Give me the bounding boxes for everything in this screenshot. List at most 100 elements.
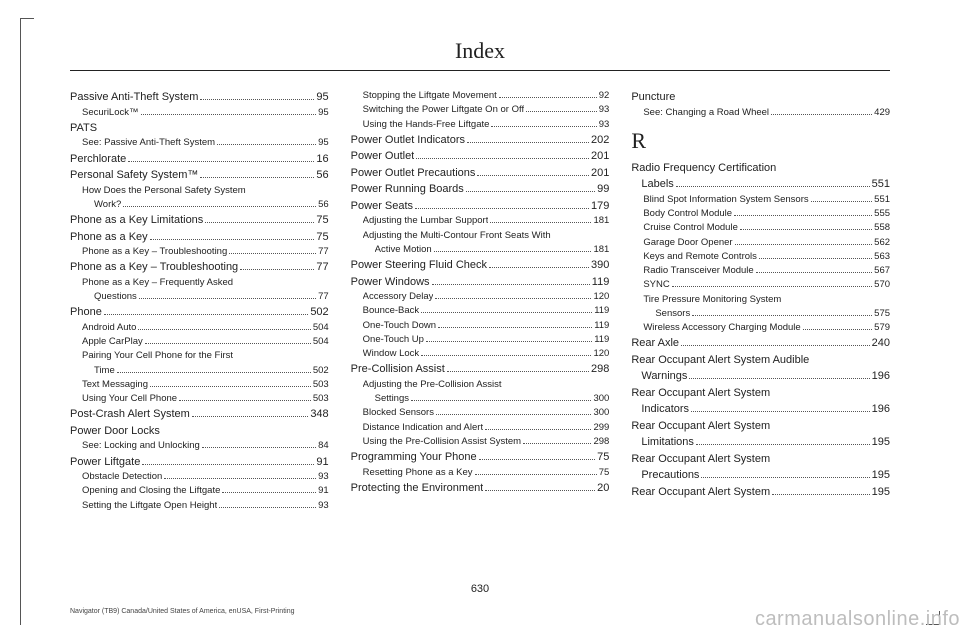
index-entry: Android Auto504: [70, 321, 329, 335]
index-entry: Bounce-Back119: [351, 304, 610, 318]
index-columns: Passive Anti-Theft System95SecuriLock™95…: [70, 89, 890, 513]
index-entry-page: 181: [593, 243, 609, 257]
leader-dots: [692, 309, 872, 316]
index-entry-label: Obstacle Detection: [82, 470, 162, 484]
index-entry: Rear Occupant Alert System Audible: [631, 352, 890, 369]
index-entry: Blocked Sensors300: [351, 406, 610, 420]
leader-dots: [202, 442, 316, 449]
index-entry-label: Precautions: [641, 467, 699, 484]
index-entry: Rear Occupant Alert System: [631, 385, 890, 402]
index-entry-page: 119: [594, 333, 609, 347]
index-entry-label: One-Touch Down: [363, 319, 436, 333]
index-entry-label: Rear Occupant Alert System: [631, 385, 770, 402]
index-entry-page: 298: [591, 361, 609, 378]
index-entry-label: SYNC: [643, 278, 669, 292]
index-entry: Power Outlet Precautions201: [351, 165, 610, 182]
index-entry: Phone as a Key – Frequently Asked: [70, 276, 329, 290]
leader-dots: [123, 200, 316, 207]
index-entry-page: 93: [318, 470, 329, 484]
index-entry-label: Phone as a Key: [70, 229, 148, 246]
index-entry-label: Power Liftgate: [70, 454, 140, 471]
index-entry-label: Power Outlet Precautions: [351, 165, 476, 182]
index-entry-label: Using the Hands-Free Liftgate: [363, 118, 490, 132]
leader-dots: [696, 438, 870, 446]
index-entry: Using Your Cell Phone503: [70, 392, 329, 406]
leader-dots: [426, 335, 592, 342]
leader-dots: [466, 185, 595, 193]
leader-dots: [477, 168, 589, 176]
index-entry-page: 195: [872, 484, 890, 501]
leader-dots: [432, 277, 590, 285]
index-entry: Rear Occupant Alert System195: [631, 484, 890, 501]
index-entry-page: 16: [316, 151, 328, 168]
index-entry-label: Android Auto: [82, 321, 136, 335]
index-entry: Phone as a Key – Troubleshooting77: [70, 259, 329, 276]
index-entry-label: Power Door Locks: [70, 423, 160, 440]
leader-dots: [104, 308, 309, 316]
index-entry-label: Rear Occupant Alert System: [631, 451, 770, 468]
leader-dots: [219, 501, 316, 508]
index-entry-page: 563: [874, 250, 890, 264]
index-entry-label: Window Lock: [363, 347, 420, 361]
index-entry: See: Locking and Unlocking84: [70, 439, 329, 453]
index-entry-page: 555: [874, 207, 890, 221]
index-entry-page: 120: [593, 347, 609, 361]
index-entry-page: 119: [592, 274, 610, 291]
index-entry-page: 77: [318, 245, 329, 259]
index-entry: Settings300: [351, 392, 610, 406]
index-entry: Sensors575: [631, 307, 890, 321]
index-entry-page: 551: [874, 193, 890, 207]
index-entry-label: Rear Occupant Alert System Audible: [631, 352, 809, 369]
index-entry-label: Sensors: [655, 307, 690, 321]
leader-dots: [217, 139, 316, 146]
index-entry-label: Personal Safety System™: [70, 167, 198, 184]
leader-dots: [435, 292, 591, 299]
index-entry-label: Adjusting the Lumbar Support: [363, 214, 489, 228]
index-entry-page: 95: [316, 89, 328, 106]
index-entry: Programming Your Phone75: [351, 449, 610, 466]
index-entry-label: Power Running Boards: [351, 181, 464, 198]
index-entry: Indicators196: [631, 401, 890, 418]
index-entry: Text Messaging503: [70, 378, 329, 392]
leader-dots: [485, 423, 591, 430]
index-entry-label: Pre-Collision Assist: [351, 361, 445, 378]
leader-dots: [222, 487, 316, 494]
index-entry-page: 567: [874, 264, 890, 278]
index-entry-page: 504: [313, 335, 329, 349]
index-entry: Post-Crash Alert System348: [70, 406, 329, 423]
index-entry-page: 75: [597, 449, 609, 466]
leader-dots: [676, 180, 870, 188]
index-entry-page: 299: [593, 421, 609, 435]
leader-dots: [128, 154, 314, 162]
index-entry-page: 562: [874, 236, 890, 250]
crop-mark-left: [20, 18, 34, 625]
index-entry-page: 91: [318, 484, 329, 498]
leader-dots: [467, 135, 589, 143]
index-entry: SecuriLock™95: [70, 106, 329, 120]
index-entry-label: See: Changing a Road Wheel: [643, 106, 769, 120]
index-entry: Setting the Liftgate Open Height93: [70, 499, 329, 513]
leader-dots: [756, 266, 872, 273]
index-entry-label: Power Outlet Indicators: [351, 132, 465, 149]
index-entry-label: Phone as a Key Limitations: [70, 212, 203, 229]
index-entry-page: 93: [318, 499, 329, 513]
index-entry-label: Tire Pressure Monitoring System: [643, 293, 781, 307]
index-entry-label: Labels: [641, 176, 673, 193]
index-entry-page: 502: [313, 364, 329, 378]
index-entry-label: Phone: [70, 304, 102, 321]
index-entry: Adjusting the Lumbar Support181: [351, 214, 610, 228]
index-entry: Opening and Closing the Liftgate91: [70, 484, 329, 498]
index-entry-page: 558: [874, 221, 890, 235]
index-entry-page: 502: [310, 304, 328, 321]
index-entry: Warnings196: [631, 368, 890, 385]
index-entry-page: 579: [874, 321, 890, 335]
leader-dots: [499, 91, 597, 98]
index-entry: Wireless Accessory Charging Module579: [631, 321, 890, 335]
leader-dots: [200, 92, 314, 100]
index-entry-label: Stopping the Liftgate Movement: [363, 89, 497, 103]
index-entry-page: 429: [874, 106, 890, 120]
leader-dots: [740, 224, 872, 231]
index-entry-page: 119: [594, 319, 609, 333]
leader-dots: [415, 201, 589, 209]
index-entry: Pre-Collision Assist 298: [351, 361, 610, 378]
